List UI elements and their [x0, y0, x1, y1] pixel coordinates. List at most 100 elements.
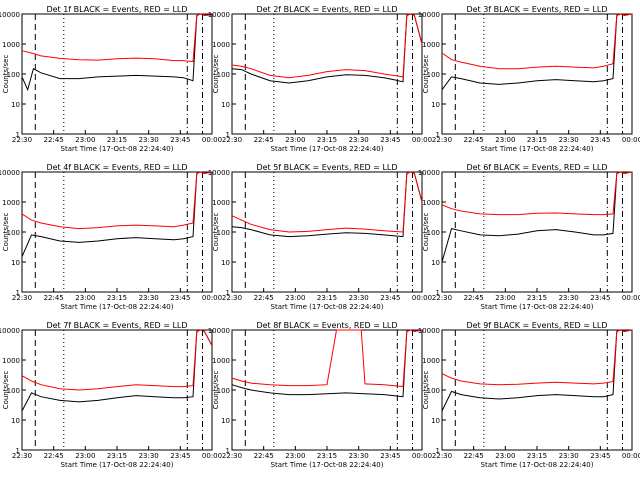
y-tick-label: 1: [16, 447, 20, 455]
panel-det-2: Det 2f BLACK = Events, RED = LLD 1 10 100 10…: [208, 5, 432, 153]
y-tick-label: 100: [427, 229, 440, 237]
y-tick-label: 100: [217, 387, 230, 395]
series-line-lld: [21, 13, 213, 63]
x-tick-label: 22:30: [432, 452, 452, 460]
y-tick-label: 1: [226, 289, 230, 297]
x-tick-label: 23:00: [285, 136, 305, 144]
panel-title: Det 8f BLACK = Events, RED = LLD: [256, 321, 397, 330]
x-tick-label: 23:15: [527, 452, 547, 460]
x-tick-label: 00:00: [202, 452, 222, 460]
x-tick-label: 22:45: [254, 136, 274, 144]
panel-det-3: Det 3f BLACK = Events, RED = LLD 1 10 100 10…: [418, 5, 640, 153]
x-tick-label: 22:45: [464, 136, 484, 144]
y-tick-label: 100: [217, 71, 230, 79]
plot-frame: [441, 329, 633, 451]
x-tick-label: 23:30: [139, 452, 159, 460]
x-tick-label: 22:30: [432, 294, 452, 302]
y-tick-label: 1000: [422, 199, 440, 207]
y-tick-label: 1000: [212, 199, 230, 207]
x-tick-label: 23:15: [317, 452, 337, 460]
x-tick-label: 23:15: [317, 294, 337, 302]
y-tick-label: 1: [436, 131, 440, 139]
y-tick-label: 10000: [418, 327, 440, 335]
panel-det-8: Det 8f BLACK = Events, RED = LLD 1 10 100 10…: [208, 321, 432, 469]
y-tick-label: 100: [427, 387, 440, 395]
y-tick-label: 10000: [418, 169, 440, 177]
y-tick-label: 10000: [0, 169, 20, 177]
y-axis-label: Counts/sec: [2, 213, 10, 252]
x-axis-label: Start Time (17-Oct-08 22:24:40): [481, 461, 594, 469]
y-tick-label: 10000: [208, 327, 230, 335]
y-axis-label: Counts/sec: [2, 55, 10, 94]
x-tick-label: 00:00: [412, 452, 432, 460]
x-tick-label: 23:15: [107, 136, 127, 144]
y-axis-label: Counts/sec: [2, 371, 10, 410]
x-tick-label: 23:30: [559, 294, 579, 302]
series-line-events: [441, 329, 633, 412]
x-tick-label: 22:45: [44, 136, 64, 144]
y-tick-label: 10000: [208, 11, 230, 19]
y-axis-label: Counts/sec: [422, 371, 430, 410]
y-tick-label: 10: [221, 417, 230, 425]
series-line-lld: [231, 329, 423, 388]
x-tick-label: 23:30: [559, 452, 579, 460]
x-tick-label: 22:45: [44, 452, 64, 460]
y-tick-label: 1: [436, 289, 440, 297]
y-tick-label: 1: [16, 289, 20, 297]
x-tick-label: 22:30: [12, 136, 32, 144]
series-line-events: [441, 13, 633, 90]
panel-title: Det 9f BLACK = Events, RED = LLD: [466, 321, 607, 330]
series-line-lld: [21, 329, 213, 391]
x-tick-label: 00:00: [412, 294, 432, 302]
x-tick-label: 22:30: [222, 452, 242, 460]
x-tick-label: 00:00: [202, 294, 222, 302]
series-line-lld: [231, 13, 423, 79]
x-axis-label: Start Time (17-Oct-08 22:24:40): [271, 303, 384, 311]
x-tick-label: 23:00: [495, 294, 515, 302]
x-tick-label: 00:00: [622, 136, 640, 144]
y-tick-label: 1000: [2, 199, 20, 207]
y-tick-label: 10: [11, 101, 20, 109]
y-tick-label: 1000: [212, 357, 230, 365]
panel-det-6: Det 6f BLACK = Events, RED = LLD 1 10 100 10…: [418, 163, 640, 311]
y-tick-label: 100: [7, 387, 20, 395]
y-axis-label: Counts/sec: [422, 55, 430, 94]
y-tick-label: 10000: [0, 11, 20, 19]
y-tick-label: 10: [221, 259, 230, 267]
x-tick-label: 22:45: [254, 452, 274, 460]
plot-frame: [231, 13, 423, 135]
panel-title: Det 1f BLACK = Events, RED = LLD: [46, 5, 187, 14]
y-tick-label: 1000: [2, 41, 20, 49]
x-tick-label: 23:45: [380, 294, 400, 302]
x-tick-label: 23:45: [590, 294, 610, 302]
x-tick-label: 23:30: [349, 452, 369, 460]
x-tick-label: 23:30: [139, 294, 159, 302]
x-axis-label: Start Time (17-Oct-08 22:24:40): [61, 461, 174, 469]
y-tick-label: 100: [217, 229, 230, 237]
series-line-events: [21, 329, 213, 412]
x-tick-label: 23:45: [170, 294, 190, 302]
x-tick-label: 22:30: [432, 136, 452, 144]
x-axis-label: Start Time (17-Oct-08 22:24:40): [271, 461, 384, 469]
x-tick-label: 23:45: [170, 136, 190, 144]
series-line-lld: [441, 329, 633, 386]
x-tick-label: 23:45: [380, 452, 400, 460]
plot-frame: [441, 171, 633, 293]
x-tick-label: 23:45: [170, 452, 190, 460]
y-tick-label: 10: [221, 101, 230, 109]
y-tick-label: 1: [16, 131, 20, 139]
x-tick-label: 23:00: [75, 136, 95, 144]
x-axis-label: Start Time (17-Oct-08 22:24:40): [481, 145, 594, 153]
x-axis-label: Start Time (17-Oct-08 22:24:40): [271, 145, 384, 153]
y-tick-label: 10: [11, 417, 20, 425]
plot-frame: [21, 329, 213, 451]
series-line-lld: [441, 171, 633, 216]
series-line-lld: [441, 13, 633, 70]
series-line-lld: [21, 171, 213, 230]
y-tick-label: 10000: [418, 11, 440, 19]
x-tick-label: 23:00: [285, 452, 305, 460]
x-tick-label: 23:30: [349, 136, 369, 144]
y-tick-label: 10: [11, 259, 20, 267]
